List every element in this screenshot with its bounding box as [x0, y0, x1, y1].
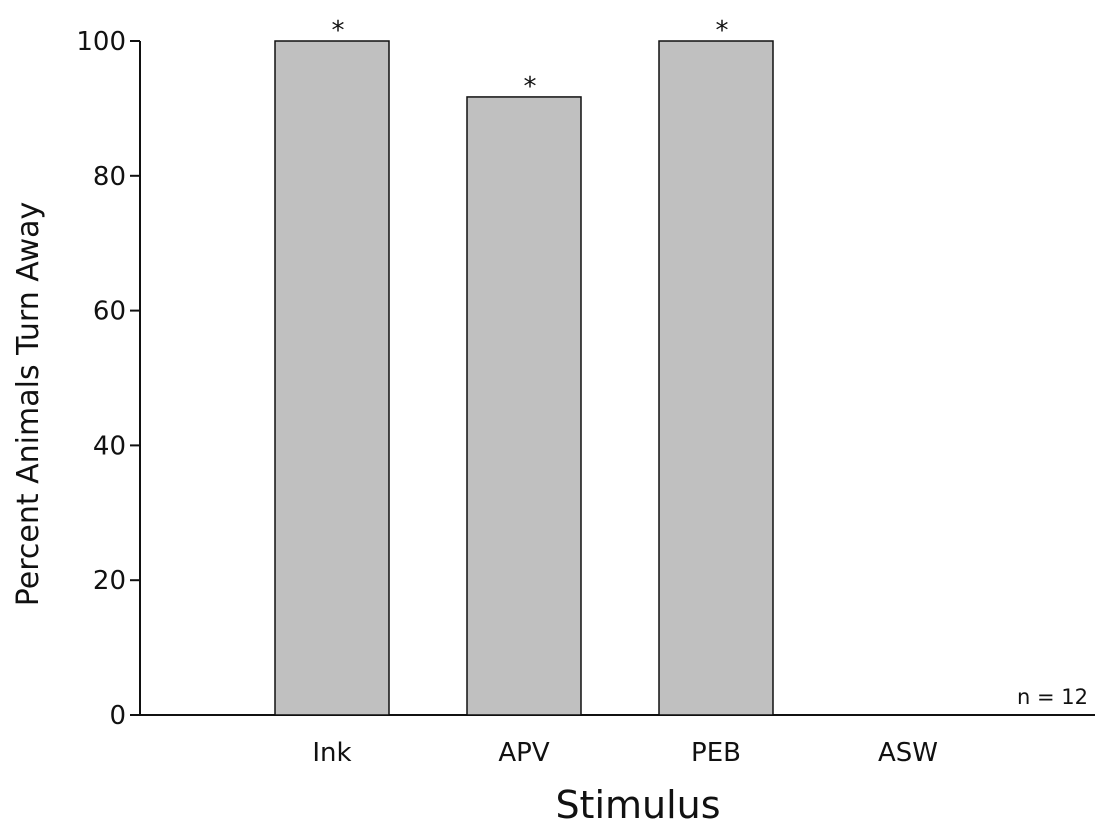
x-tick-label: Ink	[312, 738, 351, 768]
bars	[274, 40, 774, 716]
y-axis-title: Percent Animals Turn Away	[11, 202, 46, 607]
bar-peb	[658, 40, 774, 716]
sample-size-note: n = 12	[1017, 685, 1088, 709]
x-tick-label: ASW	[878, 738, 938, 768]
x-axis: Ink APV PEB ASW	[140, 714, 1095, 768]
y-axis: 0 20 40 60 80 100	[76, 27, 141, 731]
significance-asterisk: *	[332, 16, 345, 46]
significance-asterisk: *	[716, 16, 729, 46]
y-tick-label: 40	[93, 431, 126, 461]
y-tick-label: 60	[93, 297, 126, 327]
significance-marks: * * *	[332, 16, 729, 102]
bar-apv	[466, 96, 582, 716]
x-tick-label: APV	[498, 738, 549, 768]
y-tick-label: 100	[76, 27, 126, 57]
bar-ink	[274, 40, 390, 716]
significance-asterisk: *	[524, 72, 537, 102]
y-tick-label: 20	[93, 566, 126, 596]
x-tick-label: PEB	[691, 738, 741, 768]
y-tick-label: 80	[93, 162, 126, 192]
y-tick-label: 0	[109, 701, 126, 731]
x-axis-title: Stimulus	[555, 783, 720, 827]
